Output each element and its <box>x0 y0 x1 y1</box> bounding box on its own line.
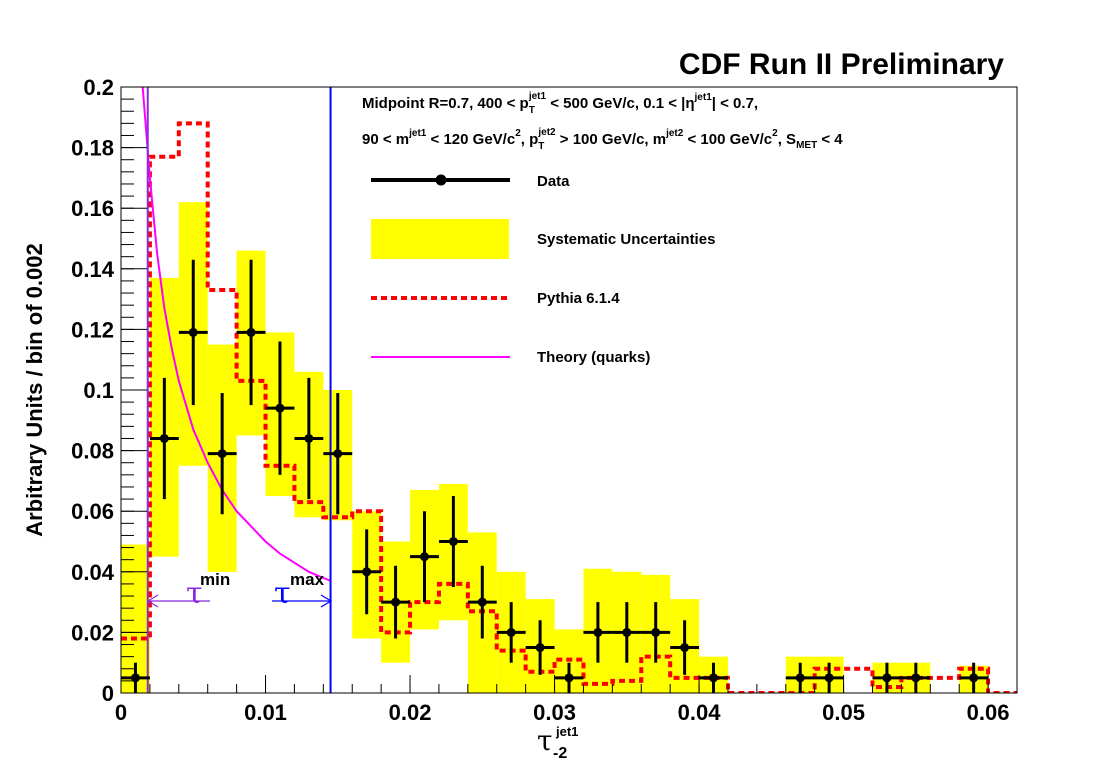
data-point <box>130 673 140 683</box>
legend-data-marker <box>435 174 447 186</box>
y-axis-label: Arbitrary Units / bin of 0.002 <box>22 243 47 536</box>
data-point <box>564 673 574 683</box>
tau-min-label: τ <box>186 576 203 611</box>
x-axis-label: τ jet1 -2 <box>537 724 578 761</box>
x-tick-label: 0.06 <box>967 700 1010 725</box>
tau-min-annotation: τ min <box>146 570 230 611</box>
cuts-line-1: Midpoint R=0.7, 400 < pTjet1 < 500 GeV/c… <box>362 91 758 116</box>
data-point <box>622 627 632 637</box>
x-tick-label: 0 <box>115 700 127 725</box>
y-tick-label: 0.14 <box>71 257 115 282</box>
legend-theory-label: Theory (quarks) <box>537 349 650 366</box>
x-tick-label: 0.01 <box>244 700 287 725</box>
cuts-line-2: 90 < mjet1 < 120 GeV/c2, pTjet2 > 100 Ge… <box>362 127 843 152</box>
legend-background <box>365 158 513 372</box>
legend-pythia-label: Pythia 6.1.4 <box>537 290 620 307</box>
data-point <box>419 552 429 562</box>
x-tick-label: 0.05 <box>822 700 865 725</box>
tau-max-label: τ <box>274 576 291 611</box>
data-point <box>391 597 401 607</box>
data-point <box>188 327 198 337</box>
legend-data-label: Data <box>537 173 570 190</box>
legend-syst-label: Systematic Uncertainties <box>537 231 715 248</box>
y-tick-label: 0.12 <box>71 317 114 342</box>
y-tick-label: 0.1 <box>83 378 114 403</box>
tau-min-superscript: min <box>200 570 230 589</box>
data-point <box>448 537 458 546</box>
x-axis-label-superscript: jet1 <box>555 724 578 739</box>
tau-max-annotation: τ max <box>272 570 333 611</box>
data-point <box>506 627 516 637</box>
data-point <box>535 643 545 653</box>
data-point <box>882 673 892 683</box>
y-tick-label: 0.16 <box>71 196 114 221</box>
x-axis-label-subscript: -2 <box>553 745 567 761</box>
selection-cuts: Midpoint R=0.7, 400 < pTjet1 < 500 GeV/c… <box>362 91 843 152</box>
axes-layer: 0 0.01 0.02 0.03 0.04 0.05 0.06 0 0.02 0.04 0.06 0.… <box>71 75 1018 725</box>
pythia-layer <box>121 121 1017 693</box>
tau-min-arrowhead <box>146 594 159 608</box>
x-tick-label: 0.03 <box>533 700 576 725</box>
data-point <box>709 673 719 683</box>
data-point <box>246 327 256 337</box>
data-point <box>333 449 343 459</box>
tau-max-arrowhead <box>320 594 333 608</box>
data-point <box>159 433 169 443</box>
tau-lines-layer <box>146 87 332 693</box>
data-point <box>304 433 314 443</box>
data-point <box>911 673 921 683</box>
y-tick-label: 0 <box>102 681 114 706</box>
y-tick-label: 0.02 <box>71 620 114 645</box>
data-point <box>651 627 661 637</box>
data-point <box>217 449 227 459</box>
data-point <box>593 627 603 637</box>
y-tick-label: 0.2 <box>83 75 114 100</box>
chart-title: CDF Run II Preliminary <box>679 48 1004 81</box>
data-point <box>362 567 372 577</box>
data-points-layer <box>121 259 989 693</box>
x-tick-label: 0.04 <box>678 700 722 725</box>
data-point <box>275 403 285 413</box>
tau-max-superscript: max <box>290 570 325 589</box>
y-tick-label: 0.04 <box>71 560 115 585</box>
y-tick-label: 0.18 <box>71 136 114 161</box>
x-tick-label: 0.02 <box>389 700 432 725</box>
x-axis-label-tau: τ <box>537 724 553 757</box>
pythia-histogram <box>121 121 1017 693</box>
data-point <box>680 643 690 653</box>
y-tick-label: 0.06 <box>71 499 114 524</box>
legend: Data Systematic Uncertainties Pythia 6.1… <box>365 158 715 372</box>
data-point <box>477 597 487 607</box>
legend-syst-swatch <box>371 219 509 259</box>
data-point <box>824 673 834 683</box>
data-point <box>795 673 805 683</box>
data-point <box>969 673 979 683</box>
y-tick-label: 0.08 <box>71 439 114 464</box>
